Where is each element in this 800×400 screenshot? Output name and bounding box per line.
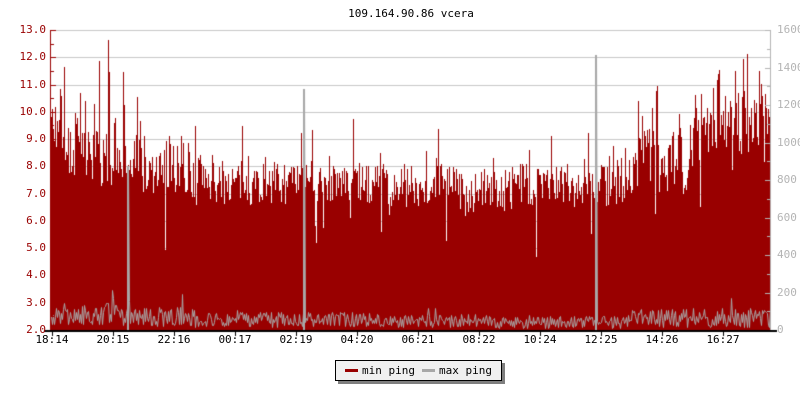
y-axis-right-label: 0 <box>777 323 784 336</box>
legend-item-max-ping: max ping <box>421 364 492 377</box>
x-axis-label: 16:27 <box>706 333 740 346</box>
y-axis-left-label: 13.0 <box>19 23 47 36</box>
y-axis-left-label: 2.0 <box>26 323 46 336</box>
x-axis-label: 02:19 <box>279 333 313 346</box>
legend: min ping max ping <box>335 360 502 381</box>
legend-item-min-ping: min ping <box>345 364 415 377</box>
x-axis-label: 10:24 <box>523 333 557 346</box>
y-axis-left-label: 8.0 <box>26 159 46 172</box>
y-axis-right-label: 200 <box>777 286 797 299</box>
y-axis-left-label: 9.0 <box>26 132 46 145</box>
y-axis-left-label: 10.0 <box>19 105 47 118</box>
x-axis-label: 14:26 <box>645 333 679 346</box>
y-axis-right-label: 1000 <box>777 136 800 149</box>
y-axis-left-label: 11.0 <box>19 78 47 91</box>
x-axis-label: 22:16 <box>157 333 191 346</box>
x-axis-label: 06:21 <box>401 333 435 346</box>
y-axis-left-label: 3.0 <box>26 296 46 309</box>
legend-label-min-ping: min ping <box>362 364 415 377</box>
y-axis-right-label: 1400 <box>777 61 800 74</box>
y-axis-left-label: 7.0 <box>26 187 46 200</box>
chart-title: 109.164.90.86 vcera <box>348 7 474 20</box>
min-ping-swatch-icon <box>345 369 358 372</box>
y-axis-left-label: 4.0 <box>26 268 46 281</box>
y-axis-right-label: 1200 <box>777 98 800 111</box>
y-axis-right-label: 800 <box>777 173 797 186</box>
x-axis-label: 08:22 <box>462 333 496 346</box>
y-axis-left-label: 12.0 <box>19 50 47 63</box>
y-axis-right-label: 600 <box>777 211 797 224</box>
legend-label-max-ping: max ping <box>438 364 492 377</box>
y-axis-left-label: 6.0 <box>26 214 46 227</box>
y-axis-left-label: 5.0 <box>26 241 46 254</box>
x-axis-label: 20:15 <box>96 333 130 346</box>
x-axis-label: 12:25 <box>584 333 618 346</box>
x-axis-label: 00:17 <box>218 333 252 346</box>
x-axis-label: 18:14 <box>35 333 69 346</box>
y-axis-right-label: 400 <box>777 248 797 261</box>
max-ping-swatch-icon <box>421 369 435 372</box>
x-axis-label: 04:20 <box>340 333 374 346</box>
